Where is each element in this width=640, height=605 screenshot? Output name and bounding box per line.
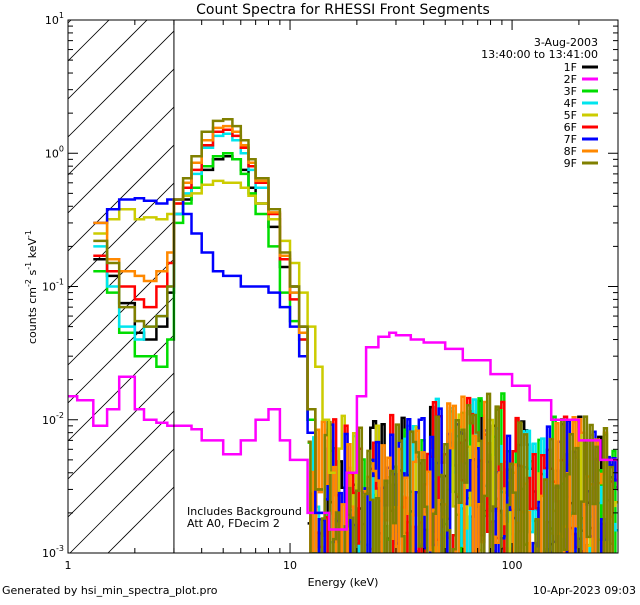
legend-label-2F: 2F	[564, 73, 577, 86]
x-tick-label: 10	[283, 559, 297, 572]
series-line-3F	[93, 152, 323, 491]
hatch-line	[68, 68, 175, 176]
hatched-region	[68, 20, 175, 553]
series-line-5F	[93, 179, 336, 475]
series-line-7F	[93, 196, 323, 515]
footer-timestamp: 10-Apr-2023 09:03	[533, 584, 636, 597]
hatch-line	[68, 296, 175, 404]
legend-label-9F: 9F	[564, 157, 577, 170]
y-tick-label: 10-3	[42, 544, 64, 560]
hatch-line	[68, 410, 175, 518]
annotation-attenuator: Att A0, FDecim 2	[187, 517, 280, 530]
observation-date: 3-Aug-2003	[534, 36, 598, 49]
noise-trace-9F	[307, 392, 614, 553]
legend-label-4F: 4F	[564, 97, 577, 110]
hatch-line	[68, 106, 175, 214]
annotation-background: Includes Background	[187, 505, 302, 518]
series-line-2F	[68, 331, 618, 531]
noise-trace-3F	[307, 392, 617, 553]
y-axis-label: counts cm-2 s-1 keV-1	[24, 230, 39, 344]
hatch-line	[107, 486, 175, 553]
legend-label-3F: 3F	[564, 85, 577, 98]
observation-time-range: 13:40:00 to 13:41:00	[481, 48, 598, 61]
legend-label-7F: 7F	[564, 133, 577, 146]
hatch-line	[68, 20, 148, 100]
legend-label-5F: 5F	[564, 109, 577, 122]
hatch-line	[69, 448, 175, 553]
hatch-line	[68, 334, 175, 442]
y-tick-label: 10-1	[42, 278, 64, 294]
footer-generator: Generated by hsi_min_spectra_plot.pro	[2, 584, 218, 597]
noise-trace-7F	[312, 407, 618, 553]
legend-label-6F: 6F	[564, 121, 577, 134]
y-tick-label: 10-2	[42, 411, 64, 427]
hatch-line	[68, 220, 175, 328]
hatch-line	[68, 20, 110, 62]
hatch-line	[68, 144, 175, 252]
x-axis-label: Energy (keV)	[308, 576, 379, 589]
y-tick-label: 100	[45, 144, 64, 160]
background-noise	[307, 392, 618, 553]
hatch-line	[68, 30, 175, 138]
legend-label-8F: 8F	[564, 145, 577, 158]
series-lines	[68, 117, 618, 531]
axes: 1 10 100 10-3 10-2 10-1 100 101	[42, 11, 619, 572]
hatch-line	[68, 258, 175, 366]
x-tick-label: 100	[502, 559, 523, 572]
series-line-9F	[93, 117, 323, 491]
hatch-line	[68, 372, 175, 480]
chart-title: Count Spectra for RHESSI Front Segments	[196, 2, 490, 18]
series-line-4F	[93, 132, 323, 491]
y-tick-label: 101	[45, 11, 64, 27]
legend-label-1F: 1F	[564, 61, 577, 74]
x-tick-label: 1	[65, 559, 72, 572]
